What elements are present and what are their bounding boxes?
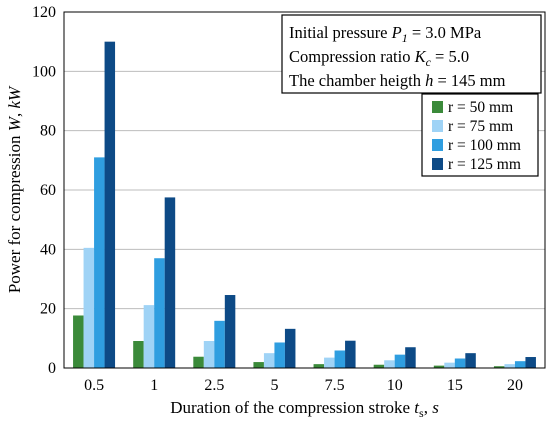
- y-tick-label: 120: [32, 4, 56, 21]
- y-tick-label: 0: [48, 360, 56, 377]
- y-tick-label: 100: [32, 63, 56, 80]
- bar: [465, 353, 476, 368]
- chamber-height-text: The chamber heigth h = 145 mm: [289, 71, 506, 90]
- compression-ratio-text: Compression ratio Kc = 5.0: [289, 47, 469, 69]
- bar: [274, 342, 285, 368]
- legend-label: r = 125 mm: [448, 156, 521, 173]
- bar: [263, 353, 275, 368]
- bar: [405, 347, 416, 368]
- bar: [203, 341, 215, 368]
- legend: r = 50 mm r = 75 mm r = 100 mm r = 125 mm: [421, 93, 539, 177]
- bar: [224, 295, 236, 368]
- y-tick-labels: 0 20 40 60 80 100 120: [32, 4, 56, 377]
- y-tick-label: 60: [40, 182, 56, 199]
- legend-label: r = 75 mm: [448, 118, 513, 135]
- legend-label: r = 100 mm: [448, 137, 521, 154]
- bar: [324, 357, 335, 368]
- x-tick-label: 7.5: [325, 377, 345, 394]
- bar: [253, 362, 264, 368]
- initial-pressure-text: Initial pressure P1 = 3.0 MPa: [289, 23, 482, 45]
- x-tick-label: 15: [447, 377, 463, 394]
- bar: [384, 360, 395, 368]
- bar: [133, 341, 144, 368]
- legend-swatch: [432, 101, 443, 113]
- bar: [373, 364, 385, 368]
- x-tick-label: 0.5: [84, 377, 104, 394]
- bar: [94, 157, 105, 368]
- bar: [394, 354, 406, 368]
- bar: [313, 364, 325, 368]
- x-tick-label: 1: [150, 377, 158, 394]
- bars-group: [73, 41, 536, 369]
- x-tick-labels: 0.5 1 2.5 5 7.5 10 15 20: [84, 377, 523, 394]
- x-tick-label: 10: [387, 377, 403, 394]
- y-tick-label: 40: [40, 241, 56, 258]
- y-tick-label: 20: [40, 301, 56, 318]
- y-axis-label: Power for compression W, kW: [5, 85, 24, 293]
- legend-label: r = 50 mm: [448, 99, 513, 116]
- parameters-box-frame: [281, 14, 542, 94]
- bar: [525, 357, 536, 368]
- bar: [143, 305, 155, 368]
- bar: [444, 362, 455, 368]
- bar: [454, 358, 466, 368]
- bar: [514, 361, 526, 368]
- bar: [284, 328, 296, 368]
- parameters-box: Initial pressure P1 = 3.0 MPa Compressio…: [281, 14, 542, 94]
- bar: [334, 350, 346, 368]
- bar: [433, 365, 445, 368]
- plot-frame: [63, 11, 546, 369]
- bar: [154, 258, 165, 368]
- x-tick-label: 2.5: [204, 377, 224, 394]
- y-tick-label: 80: [40, 123, 56, 140]
- bar: [345, 340, 356, 368]
- bar: [504, 364, 515, 368]
- legend-swatch: [432, 120, 443, 132]
- bar: [104, 41, 116, 369]
- bar: [164, 197, 176, 368]
- x-axis-label: Duration of the compression stroke ts, s: [170, 398, 439, 420]
- x-tick-label: 5: [270, 377, 278, 394]
- bar: [83, 247, 95, 368]
- bar: [214, 320, 225, 368]
- legend-swatch: [432, 158, 443, 170]
- bar: [193, 356, 204, 368]
- bar: [73, 315, 84, 368]
- bar: [493, 366, 505, 368]
- x-tick-label: 20: [507, 377, 523, 394]
- legend-swatch: [432, 139, 443, 151]
